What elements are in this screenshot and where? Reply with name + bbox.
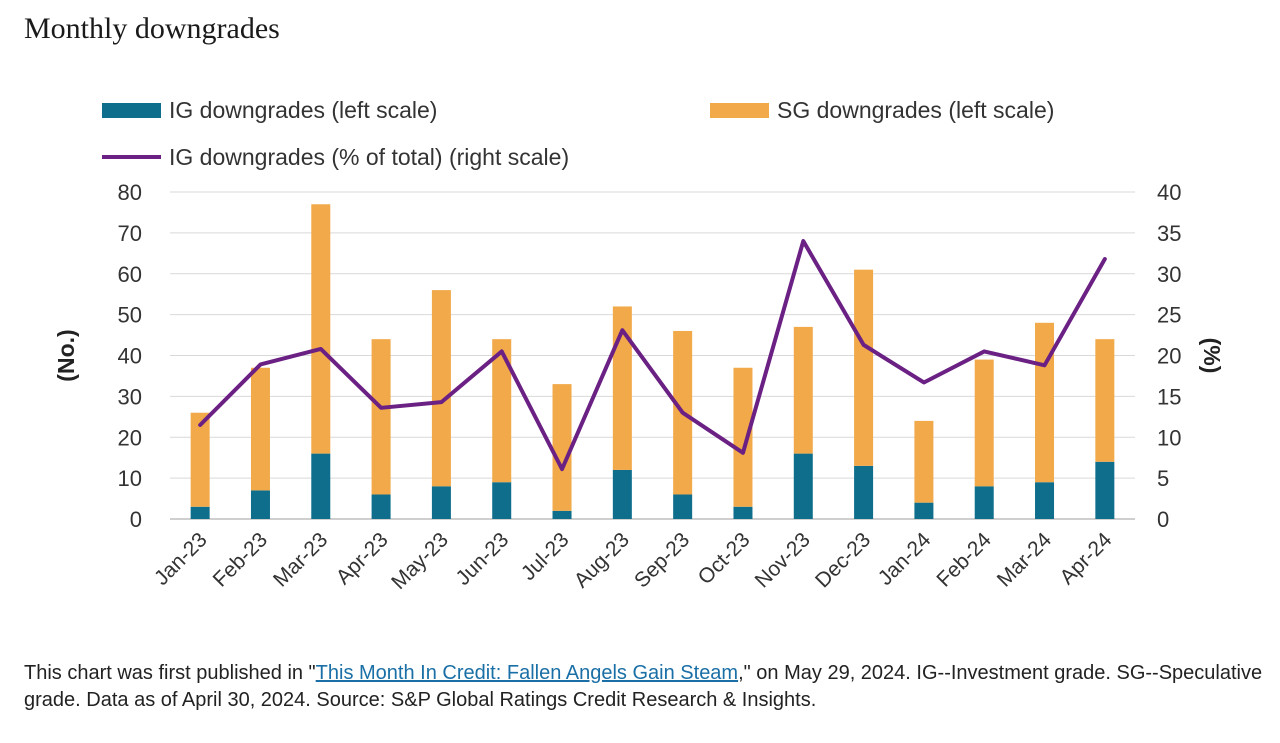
legend-label-line: IG downgrades (% of total) (right scale) [169,144,569,170]
bar-ig [854,465,874,519]
x-tick-label: Aug-23 [570,528,634,592]
bar-ig [733,506,753,519]
bar-ig [673,494,693,519]
x-tick-label: Mar-23 [269,528,332,591]
x-tick-label: May-23 [387,528,453,594]
left-tick-label: 10 [118,466,142,491]
footnote-text-after: ," on May 29, 2024. IG--Investment grade… [24,662,1263,711]
x-tick-label: Jun-23 [452,528,514,590]
bar-ig [190,506,210,519]
bar-sg [250,367,270,491]
x-tick-label: Feb-24 [932,528,996,592]
legend-label-sg: SG downgrades (left scale) [777,97,1054,123]
x-tick-label: Feb-23 [209,528,272,591]
bar-sg [492,339,512,483]
right-tick-label: 0 [1157,507,1169,532]
bar-ig [793,453,813,519]
left-tick-label: 20 [118,425,142,450]
bar-sg [371,339,391,495]
article-link[interactable]: This Month In Credit: Fallen Angels Gain… [315,662,739,684]
right-tick-label: 15 [1157,384,1181,409]
bar-sg [733,367,753,507]
y-axis-title: (No.) [53,329,79,381]
bar-ig [974,486,994,519]
bar-sg [431,290,451,487]
bar-ig [914,502,934,519]
bar-sg [854,269,874,466]
chart-title: Monthly downgrades [24,12,280,45]
legend-swatch-ig [102,103,161,118]
left-tick-label: 70 [118,221,142,246]
left-tick-label: 80 [118,180,142,205]
left-tick-label: 60 [118,262,142,287]
bar-sg [1095,339,1115,462]
x-tick-label: Jul-23 [517,528,574,585]
right-tick-label: 20 [1157,344,1181,369]
footnote-text-before: This chart was first published in " [24,662,316,684]
chart-footnote: This chart was first published in "This … [24,660,1264,714]
bar-ig [552,510,572,519]
legend-label-ig: IG downgrades (left scale) [169,97,437,123]
legend-swatch-sg [710,103,769,118]
right-tick-label: 5 [1157,466,1169,491]
bar-sg [974,359,994,487]
bar-sg [793,326,813,454]
right-tick-label: 25 [1157,303,1181,328]
x-tick-label: Dec-23 [811,528,875,592]
bar-sg [552,384,572,511]
x-tick-label: Nov-23 [751,528,815,592]
bar-ig [1095,461,1115,519]
right-tick-label: 30 [1157,262,1181,287]
bar-sg [1035,322,1055,483]
right-tick-label: 40 [1157,180,1181,205]
left-tick-label: 30 [118,384,142,409]
x-tick-label: Oct-23 [694,528,755,589]
x-tick-label: Mar-24 [993,528,1057,592]
bar-ig [1035,482,1055,519]
bar-ig [431,486,451,519]
bar-ig [612,469,632,519]
bar-sg [612,306,632,470]
bar-ig [250,490,270,519]
right-tick-label: 35 [1157,221,1181,246]
x-tick-label: Apr-23 [332,528,393,589]
chart: 0 10 20 30 40 50 60 70 80 0 5 10 15 20 25 30 35 40 (No.) (%… [53,97,1225,594]
line-ig-share [198,239,1107,472]
x-tick-label: Jan-23 [150,528,212,590]
bar-ig [492,482,512,519]
x-tick-label: Jan-24 [874,528,936,590]
y2-axis-title: (%) [1199,338,1225,374]
bar-ig [371,494,391,519]
x-tick-label: Sep-23 [630,528,694,592]
left-tick-label: 40 [118,344,142,369]
bar-ig [311,453,331,519]
x-tick-label: Apr-24 [1056,528,1117,589]
bar-sg [190,412,210,507]
left-tick-label: 0 [130,507,142,532]
bar-sg [311,204,331,454]
bar-sg [914,420,934,503]
right-tick-label: 10 [1157,425,1181,450]
left-tick-label: 50 [118,303,142,328]
